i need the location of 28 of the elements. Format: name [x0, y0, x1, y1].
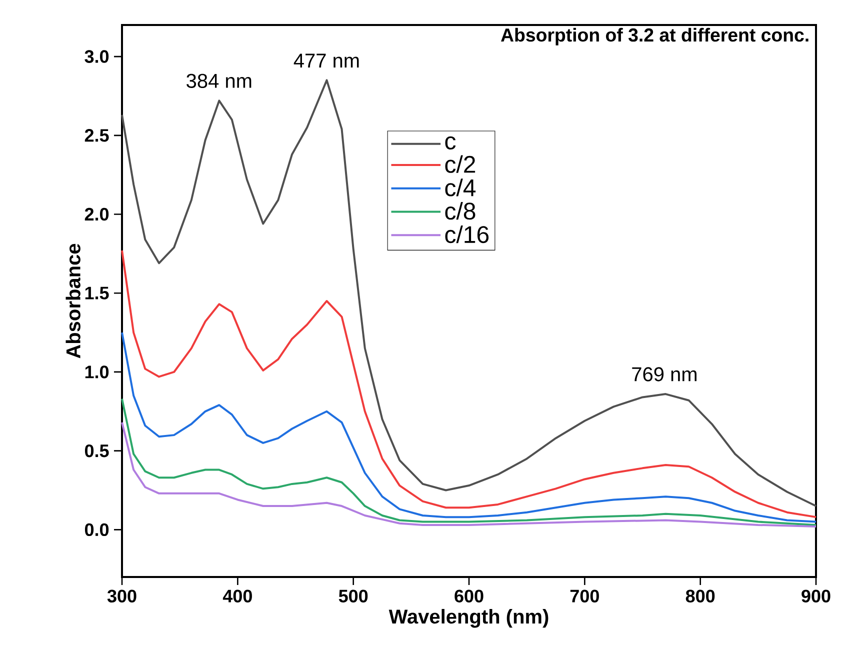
x-axis-title: Wavelength (nm) — [388, 608, 548, 628]
annotation: 384 nm — [186, 74, 252, 88]
y-tick-label: 1.5 — [85, 286, 109, 300]
line-series — [121, 332, 817, 523]
line-series — [121, 398, 817, 526]
legend-label: c/2 — [445, 155, 476, 173]
y-tick-label: 2.5 — [84, 129, 109, 142]
y-tick-label: 0.0 — [84, 523, 109, 536]
legend-label: c/4 — [445, 178, 476, 196]
x-tick-label: 800 — [686, 590, 715, 602]
line-series — [121, 250, 817, 518]
y-tick-label: 3.0 — [84, 50, 109, 63]
x-tick-label: 700 — [570, 590, 599, 602]
x-tick-label: 600 — [454, 590, 484, 602]
y-tick-label: 2.0 — [84, 208, 109, 221]
x-tick-label: 900 — [802, 590, 830, 602]
legend-label: c — [445, 136, 456, 150]
y-axis-title: Absorbance — [66, 244, 80, 358]
x-tick-label: 500 — [338, 590, 368, 602]
y-tick-label: 0.5 — [84, 444, 109, 458]
legend-label: c/8 — [445, 202, 476, 220]
x-tick-label: 400 — [222, 590, 252, 602]
annotation: 769 nm — [632, 367, 696, 382]
annotation: 477 nm — [294, 54, 359, 68]
chart-title: Absorption of 3.2 at different conc. — [500, 28, 808, 46]
x-tick-label: 300 — [107, 590, 136, 602]
legend-label: c/16 — [445, 225, 489, 244]
y-tick-label: 1.0 — [85, 366, 109, 378]
